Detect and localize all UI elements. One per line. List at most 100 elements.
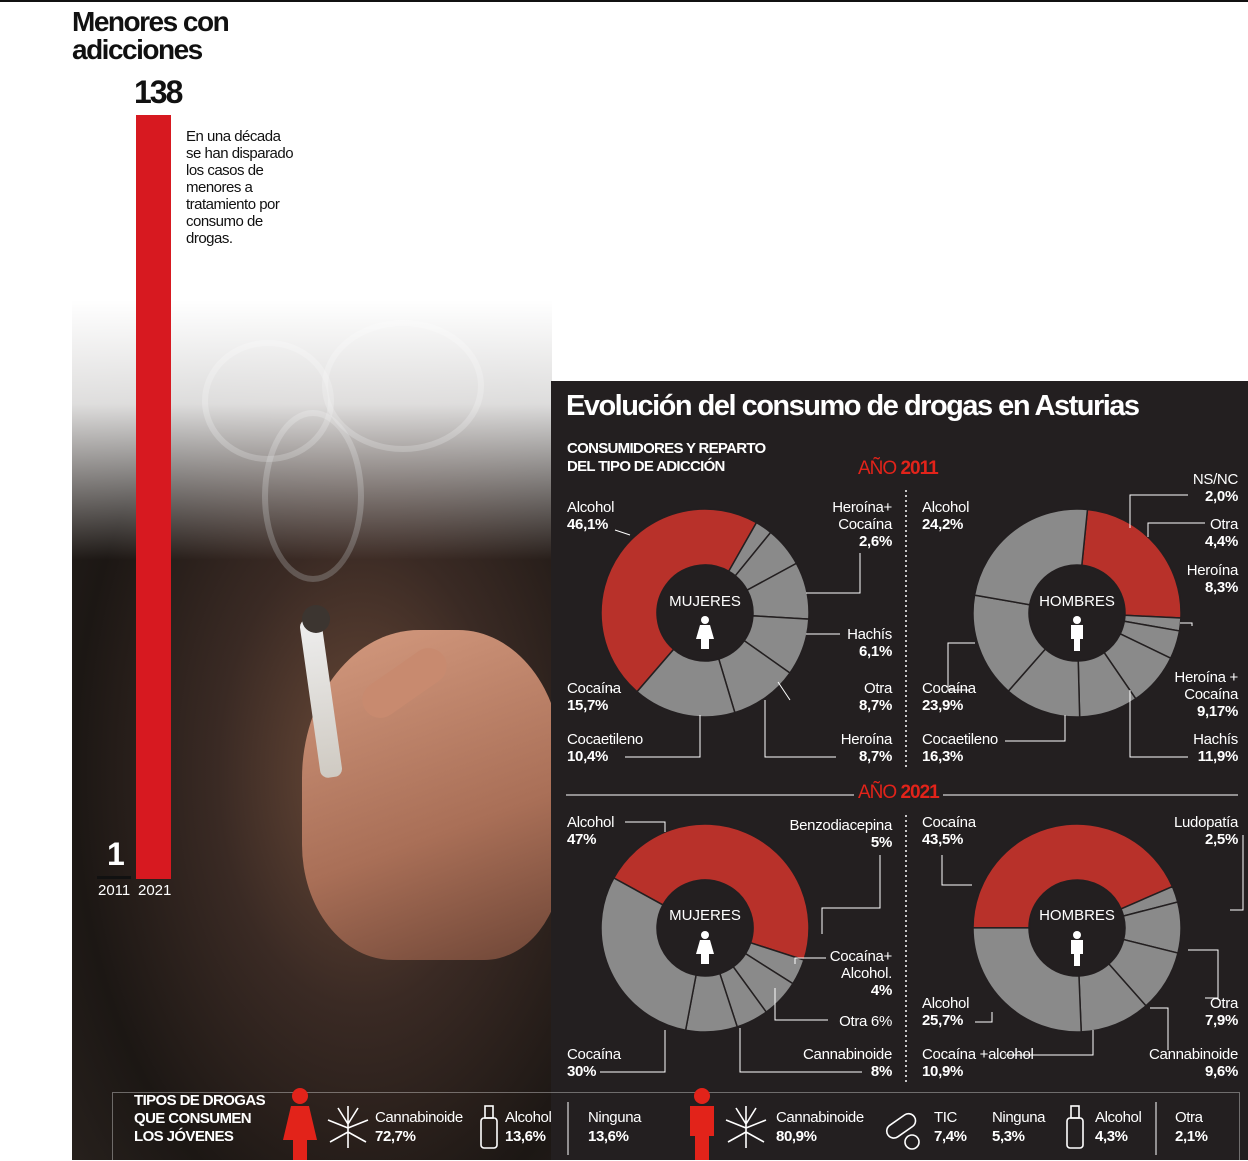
legend-value: 5,3% <box>992 1128 1025 1145</box>
legend-boys-tic: TIC 7,4% <box>934 1108 967 1146</box>
label-w11-heroina-cocaina: Heroína+ Cocaína 2,6% <box>832 499 892 550</box>
bar-value-2011: 1 <box>107 836 125 872</box>
label-name: Alcohol. <box>841 965 892 982</box>
leader-line <box>1150 1007 1169 1050</box>
legend-title-line: TIPOS DE DROGAS <box>134 1092 266 1109</box>
label-name: Heroína + <box>1174 669 1238 686</box>
leader-line <box>600 1030 666 1073</box>
legend-title: TIPOS DE DROGAS QUE CONSUMEN LOS JÓVENES <box>134 1092 266 1146</box>
leader-line <box>975 1012 993 1023</box>
label-value: 16,3% <box>922 748 964 765</box>
label-value: 10,9% <box>922 1063 964 1080</box>
legend-name: Alcohol <box>505 1109 552 1126</box>
label-w11-alcohol: Alcohol 46,1% <box>567 499 614 533</box>
label-value: 10,4% <box>567 748 609 765</box>
label-m21-alcohol: Alcohol 25,7% <box>922 995 969 1029</box>
label-value: 15,7% <box>567 697 609 714</box>
label-name: Benzodiacepina <box>789 817 892 834</box>
legend-name: Ninguna <box>588 1109 642 1126</box>
leader-line <box>774 988 828 1021</box>
left-note: En una década se han disparado los casos… <box>186 128 294 247</box>
slice-alcohol <box>1081 508 1182 619</box>
label-w21-cocaina-alcohol: Cocaína+ Alcohol. 4% <box>829 948 893 999</box>
left-title-line2: adicciones <box>72 34 203 65</box>
top-rule <box>0 0 1248 2</box>
legend-box <box>112 1092 1240 1161</box>
label-name: Hachís <box>1193 731 1238 748</box>
joint-tip <box>302 605 330 633</box>
legend-name: Ninguna <box>992 1109 1046 1126</box>
label-value: 4% <box>870 982 892 999</box>
label-value: 43,5% <box>922 831 964 848</box>
label-value: 8,3% <box>1205 579 1238 596</box>
leader-line <box>1230 835 1244 911</box>
slice-cocaína <box>600 876 697 1032</box>
label-value: 25,7% <box>922 1012 964 1029</box>
label-m21-cocaina-alcohol: Cocaína +alcohol 10,9% <box>922 1046 1034 1080</box>
center-label-m11: HOMBRES <box>1039 593 1115 610</box>
donut-hole <box>658 881 752 975</box>
donut-hole <box>1030 881 1124 975</box>
donut-hole <box>658 566 752 660</box>
label-value: 4,4% <box>1205 533 1238 550</box>
label-w21-benzodiacepina: Benzodiacepina 5% <box>789 817 892 851</box>
label-m21-cannabinoide: Cannabinoide 9,6% <box>1149 1046 1238 1080</box>
label-value: 30% <box>567 1063 597 1080</box>
legend-boys-cannabinoide: Cannabinoide 80,9% <box>776 1108 864 1146</box>
label-name: NS/NC <box>1192 471 1238 488</box>
icon-body <box>1071 940 1083 966</box>
legend-value: 2,1% <box>1175 1128 1208 1145</box>
leader-line <box>947 642 975 691</box>
label-w21-cannabinoide: Cannabinoide 8% <box>803 1046 892 1080</box>
legend-value: 13,6% <box>588 1128 629 1145</box>
leader-line <box>625 715 701 758</box>
year-prefix: AÑO <box>858 782 897 803</box>
label-name: Cocaína <box>567 1046 621 1063</box>
label-name: Cocaína <box>567 680 621 697</box>
legend-value: 7,4% <box>934 1128 967 1145</box>
bar-year-2021: 2021 <box>138 882 172 899</box>
year-header-2011: AÑO 2011 <box>854 458 942 480</box>
icon-head <box>1073 931 1081 939</box>
label-name: Otra 6% <box>839 1013 892 1030</box>
icon-body <box>1071 625 1083 651</box>
year-header-2021: AÑO 2021 <box>854 782 943 804</box>
label-name: Cocaetileno <box>567 731 643 748</box>
label-m11-alcohol: Alcohol 24,2% <box>922 499 969 533</box>
legend-value: 4,3% <box>1095 1128 1128 1145</box>
icon-body <box>696 940 714 964</box>
legend-value: 72,7% <box>375 1128 416 1145</box>
chart-panel <box>551 381 1248 1160</box>
leader-line <box>794 957 826 964</box>
man-icon <box>1071 616 1083 651</box>
leader-line <box>1005 715 1066 742</box>
subhead-line1: CONSUMIDORES Y REPARTO <box>567 440 766 457</box>
label-w11-cocaina: Cocaína 15,7% <box>567 680 621 714</box>
label-name: Heroína <box>1186 562 1239 579</box>
label-m11-cocaetileno: Cocaetileno 16,3% <box>922 731 998 765</box>
donut-hole <box>1030 566 1124 660</box>
label-name: Cocaína <box>838 516 892 533</box>
man-icon <box>1071 931 1083 966</box>
label-m21-ludopatia: Ludopatía 2,5% <box>1174 814 1238 848</box>
legend-name: TIC <box>934 1109 957 1126</box>
slice-cocaína <box>973 508 1089 606</box>
label-value: 5% <box>870 834 892 851</box>
label-value: 2,6% <box>859 533 892 550</box>
label-name: Cannabinoide <box>1149 1046 1238 1063</box>
label-w21-cocaina: Cocaína 30% <box>567 1046 621 1080</box>
leader-line <box>821 855 881 934</box>
leader-line <box>1147 522 1205 537</box>
label-name: Cocaína+ <box>829 948 893 965</box>
legend-boys-alcohol: Alcohol 4,3% <box>1095 1108 1142 1146</box>
label-w21-alcohol: Alcohol 47% <box>567 814 614 848</box>
slice-alcohol <box>612 823 810 961</box>
label-name: Alcohol <box>567 499 615 516</box>
label-value: 47% <box>567 831 597 848</box>
slice-alcohol <box>972 927 1083 1033</box>
leader-line <box>625 821 666 832</box>
label-name: Cocaína <box>1184 686 1238 703</box>
donut-mujeres-2011 <box>600 508 810 718</box>
label-name: Cannabinoide <box>803 1046 892 1063</box>
center-icons: MUJERES HOMBRES MUJERES HOMBRES <box>669 593 1115 924</box>
